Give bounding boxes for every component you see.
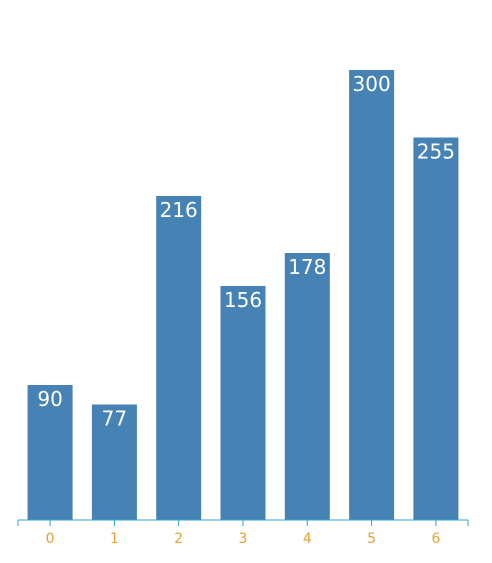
x-tick-label-5: 5: [367, 531, 376, 547]
bar-4: [284, 253, 330, 520]
x-tick-label-2: 2: [174, 531, 183, 547]
bar-value-label-5: 300: [353, 72, 391, 96]
bar-value-label-1: 77: [102, 407, 127, 431]
bar-5: [349, 70, 395, 520]
bar-0: [27, 385, 73, 520]
bar-value-label-4: 178: [288, 255, 326, 279]
bar-6: [413, 137, 459, 520]
x-tick-label-0: 0: [46, 531, 55, 547]
x-tick-label-3: 3: [239, 531, 248, 547]
bar-value-label-2: 216: [160, 198, 198, 222]
x-axis: 0 1 2 3 4 5 6: [17, 519, 469, 547]
bar-3: [220, 286, 266, 520]
bar-value-label-6: 255: [417, 140, 455, 164]
x-tick-label-6: 6: [431, 531, 440, 547]
bar-1: [91, 404, 137, 520]
bar-2: [156, 196, 202, 520]
bar-value-label-3: 156: [224, 288, 262, 312]
bars-group: 90 77 216 156 178 300 255: [27, 70, 459, 520]
x-tick-label-1: 1: [110, 531, 119, 547]
x-tick-label-4: 4: [303, 531, 312, 547]
bar-value-label-0: 90: [37, 387, 62, 411]
